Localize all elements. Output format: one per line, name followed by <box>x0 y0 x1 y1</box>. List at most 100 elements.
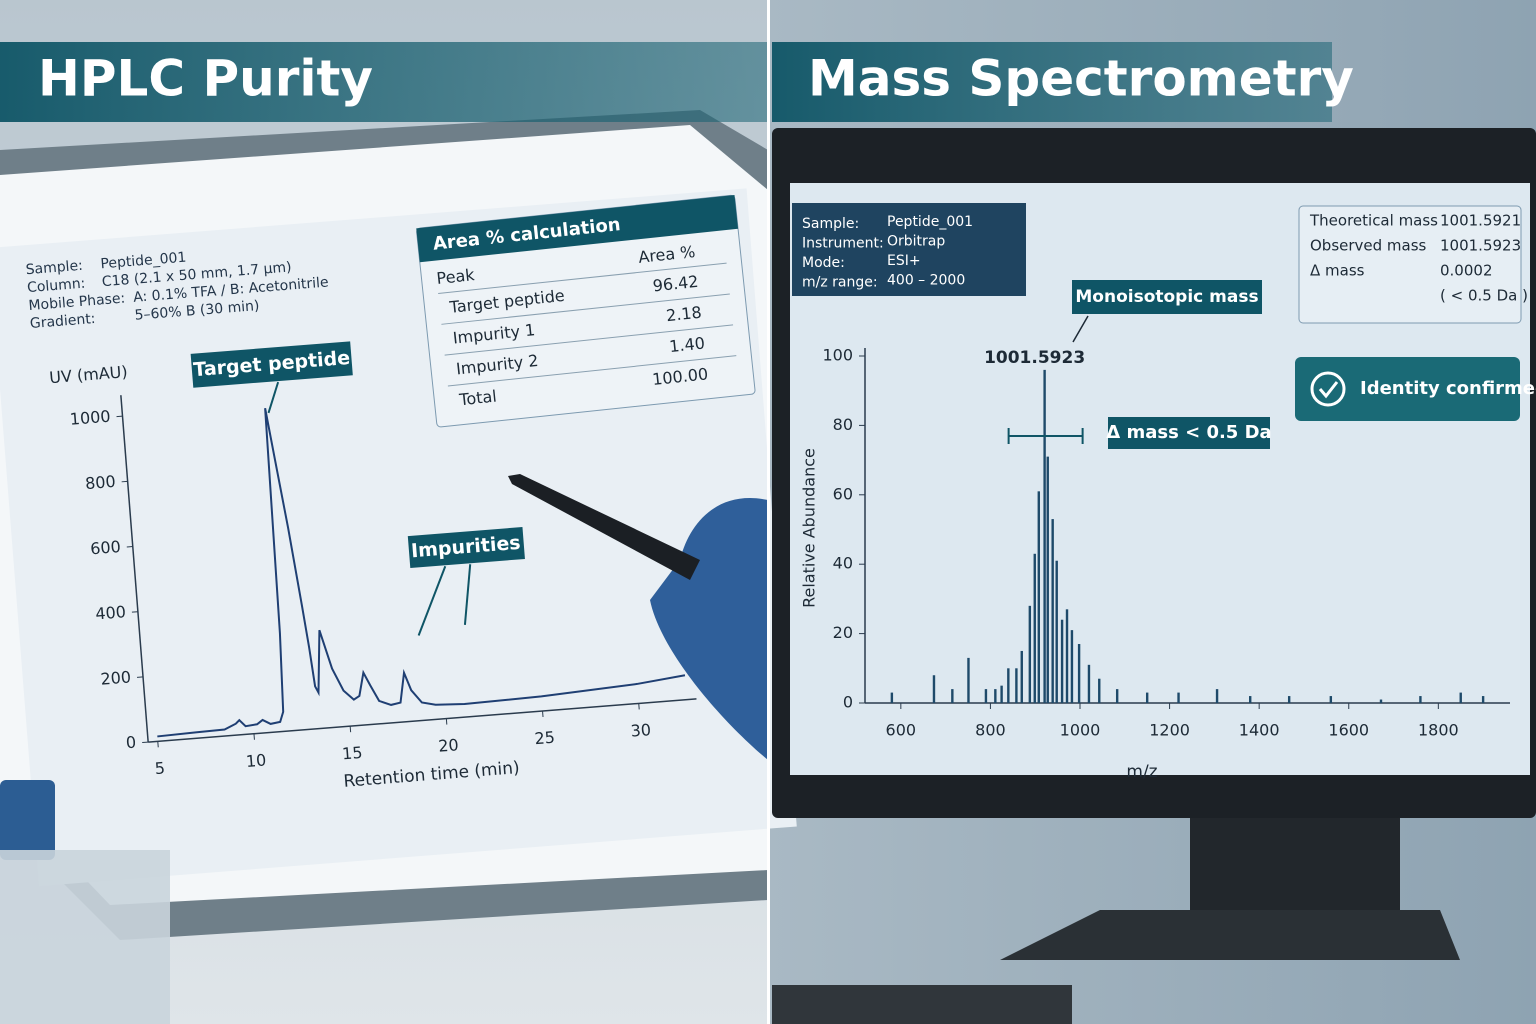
mass-table-cell: Theoretical mass <box>1309 212 1438 230</box>
y-tick-label: 1000 <box>69 407 111 429</box>
spectrum-peak <box>1000 685 1003 703</box>
info-label: Column: <box>27 276 86 297</box>
spectrum-peak <box>1329 696 1333 703</box>
spectrum-peak <box>1481 696 1485 703</box>
spectrum-peak <box>1020 650 1023 703</box>
info-label: Gradient: <box>29 311 96 332</box>
y-tick-label: 200 <box>100 667 132 688</box>
info-label: Mobile Phase: <box>28 291 126 315</box>
table-rule <box>447 355 737 387</box>
monitor-neck <box>1190 818 1400 928</box>
x-tick-label: 20 <box>438 735 460 756</box>
spectrum-peak <box>1215 689 1219 703</box>
callout-box <box>1072 280 1262 314</box>
spectrum-peak <box>1145 692 1149 703</box>
spectrum-peak <box>1055 560 1058 703</box>
info-value: 400 – 2000 <box>887 273 965 289</box>
x-tick-label: 1800 <box>1418 721 1459 740</box>
pen <box>508 474 700 580</box>
x-axis <box>148 698 697 743</box>
table-rule <box>441 293 730 325</box>
table-rule <box>438 262 727 294</box>
spectrum-peak <box>1043 369 1046 703</box>
mass-table-cell: Observed mass <box>1310 237 1427 255</box>
y-tick-label: 600 <box>90 537 122 558</box>
spectrum-peak <box>1028 605 1032 703</box>
y-tick-label: 40 <box>833 554 853 573</box>
y-tick-label: 0 <box>843 693 853 712</box>
mass-table-cell: 0.0002 <box>1440 262 1493 280</box>
peak-label: 1001.5923 <box>984 348 1085 368</box>
mass-table-cell: 1001.5923 <box>1440 237 1521 255</box>
spectrum-peak <box>1098 678 1101 703</box>
mass-box <box>1298 205 1522 324</box>
delta-label: Δ mass < 0.5 Da <box>1106 422 1271 443</box>
check-icon <box>1310 371 1346 407</box>
callout-arrow <box>1072 315 1089 343</box>
table-cell: Total <box>457 386 497 409</box>
info-value: ESI+ <box>887 253 921 269</box>
mass-table-note: ( < 0.5 Da ) <box>1440 287 1528 305</box>
spectrum-peak <box>951 689 954 703</box>
vial-cap <box>0 780 55 860</box>
mass-table-cell: 1001.5921 <box>1440 212 1521 230</box>
spectrum-peak <box>1177 692 1180 703</box>
spectrum-peak <box>1051 519 1054 703</box>
spectrum-peak <box>1115 689 1119 703</box>
spectrum-peak <box>1419 696 1422 703</box>
info-box <box>792 203 1026 296</box>
x-tick-label: 15 <box>341 743 363 764</box>
spectrum-peak <box>1070 630 1074 703</box>
right-header-bar <box>772 42 1332 122</box>
table-title-bar <box>416 194 739 263</box>
annotation-box <box>407 527 525 568</box>
chromatogram-line <box>157 407 686 738</box>
x-tick-label: 5 <box>154 758 166 778</box>
info-label: Sample: <box>25 258 83 278</box>
spectrum-peak <box>1060 619 1064 703</box>
y-tick-label: 0 <box>125 733 137 753</box>
spectrum-peak <box>1077 644 1081 703</box>
spectrum-peak <box>1065 609 1069 703</box>
spectrum-peak <box>890 692 894 703</box>
y-axis <box>120 395 149 743</box>
y-tick-label: 20 <box>833 623 853 642</box>
x-tick-label: 1200 <box>1149 721 1190 740</box>
table-header: Peak <box>436 265 477 288</box>
x-tick-label: 800 <box>975 721 1006 740</box>
x-tick-label: 1400 <box>1239 721 1280 740</box>
x-tick-label: 1000 <box>1060 721 1101 740</box>
y-tick-label: 60 <box>833 484 853 503</box>
spectrum-peak <box>932 675 936 703</box>
spectrum-peak <box>1015 668 1018 703</box>
info-label: Mode: <box>802 255 845 271</box>
spectrum-peak <box>984 689 988 703</box>
y-tick-label: 100 <box>822 346 853 365</box>
status: Identity confirmed <box>1360 378 1536 399</box>
info-label: m/z range: <box>802 275 878 291</box>
mass-table-cell: Δ mass <box>1310 262 1365 280</box>
table-cell: 96.42 <box>652 272 700 296</box>
table-cell: 2.18 <box>665 303 702 326</box>
info-value: Peptide_001 <box>887 214 973 230</box>
spectrum-peak <box>1087 664 1091 703</box>
annotation-arrow <box>417 565 447 636</box>
info-value: Orbitrap <box>887 234 945 250</box>
info-label: Instrument: <box>802 236 884 252</box>
callout: Monoisotopic mass <box>1075 287 1258 307</box>
spectrum-peak <box>1249 696 1252 703</box>
y-tick-label: 80 <box>833 415 853 434</box>
spectrum-peak <box>1007 668 1010 703</box>
left-header-bar <box>0 42 768 122</box>
spectrum-peak <box>1459 692 1462 703</box>
x-tick-label: 10 <box>245 750 267 771</box>
y-tick-label: 400 <box>95 602 127 623</box>
panel-title: Mass Spectrometry <box>808 50 1354 108</box>
check-mark <box>1318 381 1339 399</box>
spectrum-peak <box>994 689 997 703</box>
vial-rack <box>0 850 170 1024</box>
annotation-box <box>190 341 353 388</box>
